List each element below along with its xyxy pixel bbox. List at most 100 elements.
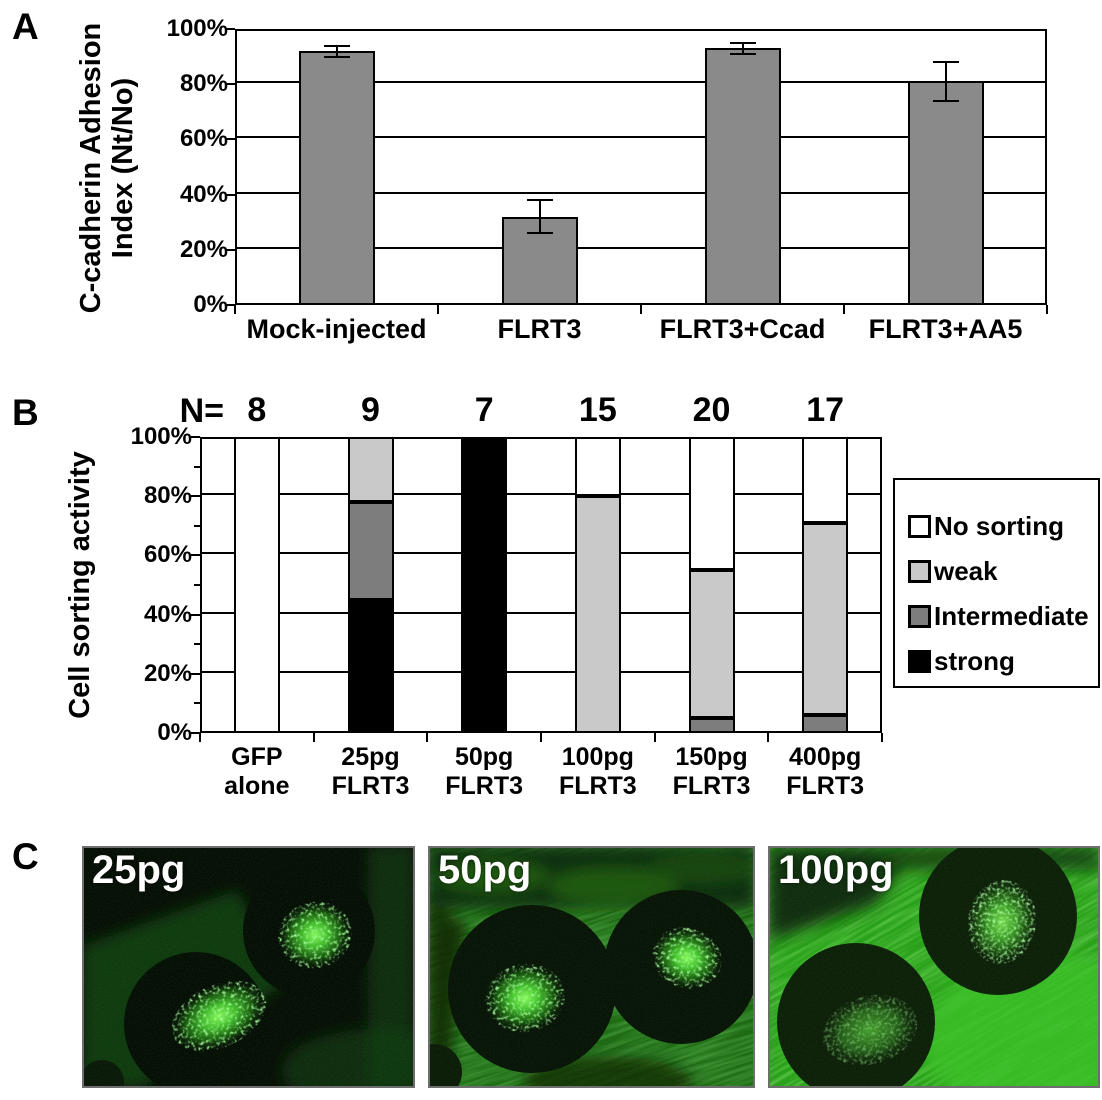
- panel-b-y-tick-mark: [191, 495, 200, 498]
- panel-a-category-label: Mock-injected: [246, 314, 427, 344]
- panel-b-n-prefix: N=: [179, 392, 224, 430]
- panel-b-n-value: 20: [692, 391, 731, 429]
- panel-b-x-tick-mark: [540, 733, 542, 742]
- legend-swatch: [908, 605, 931, 628]
- panel-a-bar-FLRT3+Ccad: [704, 48, 781, 305]
- panel-b-letter: B: [12, 392, 39, 433]
- panel-a-error-bar: [335, 45, 338, 57]
- panel-b-y-tick-label: 0%: [157, 719, 192, 746]
- legend-swatch: [908, 650, 931, 673]
- panel-b-category-label: 100pg FLRT3: [558, 743, 637, 800]
- panel-b-y-tick-label: 20%: [143, 659, 192, 687]
- micrograph-25pg-art: [82, 846, 415, 1088]
- panel-b-y-tick-label: 100%: [130, 423, 192, 450]
- legend-label: No sorting: [934, 511, 1064, 541]
- panel-a-error-cap-bottom: [729, 52, 756, 55]
- panel-b-n-value: 15: [578, 391, 617, 429]
- panel-b-category-label: GFP alone: [224, 743, 290, 800]
- panel-a-y-tick-mark: [226, 83, 235, 86]
- panel-b-segment-weak: [802, 522, 849, 716]
- panel-b-gridline: [202, 493, 880, 496]
- panel-a-y-tick-label: 40%: [179, 180, 228, 208]
- panel-a-y-tick-mark: [226, 138, 235, 141]
- panel-a-x-tick-mark: [640, 305, 642, 314]
- panel-a-category-label: FLRT3+Ccad: [659, 314, 826, 344]
- panel-b-category-label: 50pg FLRT3: [445, 743, 524, 800]
- panel-a-y-tick-label: 0%: [193, 291, 228, 318]
- panel-a-y-tick-mark: [226, 304, 235, 306]
- panel-b-y-axis-title: Cell sorting activity: [64, 451, 96, 719]
- panel-a-category-label: FLRT3: [497, 314, 582, 344]
- micrograph-50pg: 50pg: [428, 846, 755, 1088]
- panel-b-y-tick-mark: [191, 672, 200, 675]
- panel-a-error-cap-bottom: [323, 55, 350, 58]
- panel-a-y-axis-title-line2: Index (Nt/No): [106, 77, 139, 259]
- panel-a-category-label: FLRT3+AA5: [868, 314, 1023, 344]
- panel-a-y-tick-mark: [226, 193, 235, 196]
- panel-b-y-tick-label: 60%: [143, 541, 192, 569]
- panel-a-y-tick-label: 80%: [179, 70, 228, 98]
- legend-item-weak: weak: [908, 549, 1098, 594]
- micrograph-100pg-label: 100pg: [778, 848, 894, 892]
- panel-a-bar-FLRT3+AA5: [907, 81, 984, 305]
- panel-b-n-value: 8: [247, 391, 267, 429]
- panel-b-n-value: 7: [474, 391, 494, 429]
- panel-b-x-tick-mark: [881, 733, 883, 742]
- panel-a-x-tick-mark: [234, 305, 236, 314]
- panel-b-gridline: [202, 552, 880, 555]
- panel-a-error-cap-top: [323, 44, 350, 47]
- micrograph-100pg-art: [768, 846, 1100, 1088]
- panel-b-segment-strong: [347, 599, 394, 733]
- panel-b-y-tick-mark: [191, 554, 200, 557]
- panel-b-y-tick-label: 80%: [143, 482, 192, 510]
- panel-b-y-tick-mark: [191, 732, 200, 734]
- legend-label: weak: [934, 556, 998, 586]
- panel-b-gridline: [202, 611, 880, 614]
- panel-b-category-label: 400pg FLRT3: [786, 743, 865, 800]
- panel-b-y-minor-tick: [194, 465, 200, 468]
- panel-b-segment-No sorting: [802, 437, 849, 523]
- micrograph-50pg-art: [428, 846, 755, 1088]
- panel-a-y-tick-label: 100%: [166, 15, 228, 42]
- panel-b-x-tick-mark: [312, 733, 315, 742]
- panel-b-segment-weak: [574, 496, 621, 733]
- legend-swatch: [908, 560, 931, 583]
- micrograph-25pg: 25pg: [82, 846, 415, 1088]
- panel-b-x-tick-mark: [653, 733, 656, 742]
- micrograph-25pg-label: 25pg: [92, 848, 186, 892]
- panel-b-x-tick-mark: [426, 733, 429, 742]
- panel-a-error-cap-top: [729, 41, 756, 44]
- panel-b-y-minor-tick: [194, 524, 200, 527]
- panel-b-segment-No sorting: [233, 437, 280, 733]
- panel-a-x-tick-mark: [843, 305, 845, 314]
- micrograph-100pg: 100pg: [768, 846, 1100, 1088]
- panel-b-segment-strong: [461, 437, 508, 733]
- legend-item-Intermediate: Intermediate: [908, 594, 1098, 639]
- panel-b-y-tick-mark: [191, 613, 200, 616]
- panel-c-letter: C: [12, 836, 39, 877]
- panel-b-segment-No sorting: [688, 437, 735, 571]
- panel-a-bar-Mock-injected: [298, 51, 375, 305]
- panel-a-y-tick-label: 60%: [179, 125, 228, 153]
- panel-b-category-label: 150pg FLRT3: [672, 743, 751, 800]
- panel-b-y-tick-mark: [191, 436, 200, 438]
- panel-a-gridline: [237, 81, 1045, 84]
- panel-b-segment-weak: [688, 570, 735, 719]
- panel-a-gridline: [237, 191, 1045, 194]
- legend-label: Intermediate: [934, 601, 1089, 631]
- panel-b-segment-Intermediate: [347, 502, 394, 600]
- panel-a-x-tick-mark: [1046, 305, 1048, 314]
- legend-label: strong: [934, 646, 1015, 676]
- panel-a-error-cap-top: [932, 61, 959, 64]
- panel-b-plot-area: [200, 437, 882, 733]
- panel-a-y-tick-mark: [226, 28, 235, 30]
- panel-a-error-bar: [538, 200, 541, 234]
- panel-b-x-tick-mark: [767, 733, 770, 742]
- panel-a-x-tick-mark: [437, 305, 439, 314]
- panel-a-error-cap-bottom: [526, 232, 553, 235]
- panel-b-legend: No sorting weak Intermediate strong: [893, 478, 1100, 688]
- panel-b-segment-Intermediate: [802, 715, 849, 733]
- panel-a-error-cap-bottom: [932, 99, 959, 102]
- panel-b-y-tick-label: 40%: [143, 600, 192, 628]
